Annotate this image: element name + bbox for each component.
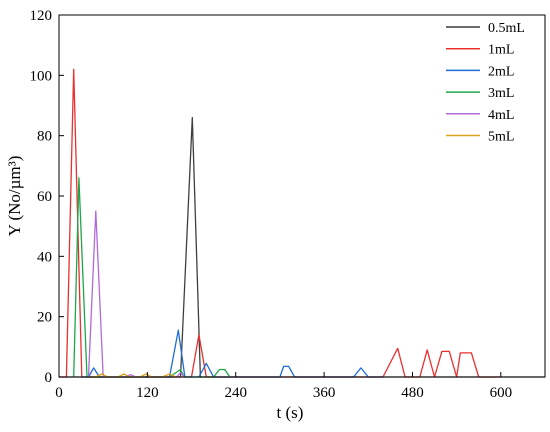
legend-label: 2mL bbox=[488, 64, 514, 79]
series-line-2mL bbox=[81, 329, 383, 378]
y-tick-label: 120 bbox=[30, 8, 53, 24]
y-tick-label: 60 bbox=[37, 189, 52, 205]
x-tick-label: 240 bbox=[224, 385, 247, 401]
series-line-0.5mL bbox=[59, 116, 545, 378]
y-axis-title: Y (No/µm³) bbox=[5, 156, 24, 237]
series-line-1mL bbox=[59, 68, 501, 378]
series-layer bbox=[59, 68, 545, 378]
legend-label: 5mL bbox=[488, 130, 514, 145]
x-axis: 0 120 240 360 480 600 bbox=[55, 372, 512, 401]
y-tick-label: 100 bbox=[30, 68, 53, 84]
legend-label: 1mL bbox=[488, 43, 514, 58]
legend-label: 0.5mL bbox=[488, 21, 525, 36]
legend-label: 4mL bbox=[488, 108, 514, 123]
y-tick-label: 20 bbox=[37, 310, 52, 326]
series-line-3mL bbox=[73, 177, 231, 378]
y-tick-label: 0 bbox=[45, 370, 53, 386]
x-tick-label: 480 bbox=[401, 385, 424, 401]
x-tick-label: 120 bbox=[136, 385, 159, 401]
x-tick-label: 600 bbox=[490, 385, 513, 401]
legend-label: 3mL bbox=[488, 86, 514, 101]
y-axis: 0 20 40 60 80 100 120 bbox=[30, 8, 64, 386]
x-tick-label: 0 bbox=[55, 385, 63, 401]
x-tick-label: 360 bbox=[313, 385, 336, 401]
y-tick-label: 80 bbox=[37, 129, 52, 145]
series-line-4mL bbox=[87, 210, 185, 378]
legend: 0.5mL 1mL 2mL 3mL 4mL 5mL bbox=[446, 21, 525, 145]
plot-frame bbox=[58, 14, 546, 378]
x-axis-title: t (s) bbox=[277, 403, 304, 422]
y-tick-label: 40 bbox=[37, 249, 52, 265]
